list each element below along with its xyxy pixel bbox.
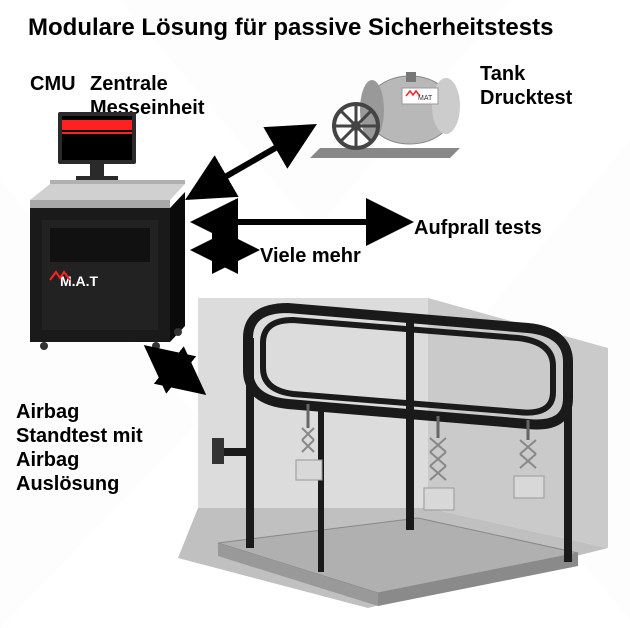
- rig-unit: [168, 288, 618, 620]
- airbag-label: Airbag Standtest mit Airbag Auslösung: [16, 400, 143, 496]
- tank-unit: MAT: [310, 58, 470, 168]
- aufprall-label: Aufprall tests: [414, 216, 542, 240]
- page-title: Modulare Lösung für passive Sicherheitst…: [28, 14, 553, 42]
- cmu-label: CMU: [30, 72, 76, 96]
- tank-label: Tank Drucktest: [480, 62, 572, 110]
- viele-label: Viele mehr: [260, 244, 361, 268]
- svg-text:MAT: MAT: [418, 95, 433, 102]
- cmu-unit: M.A.T: [20, 110, 190, 350]
